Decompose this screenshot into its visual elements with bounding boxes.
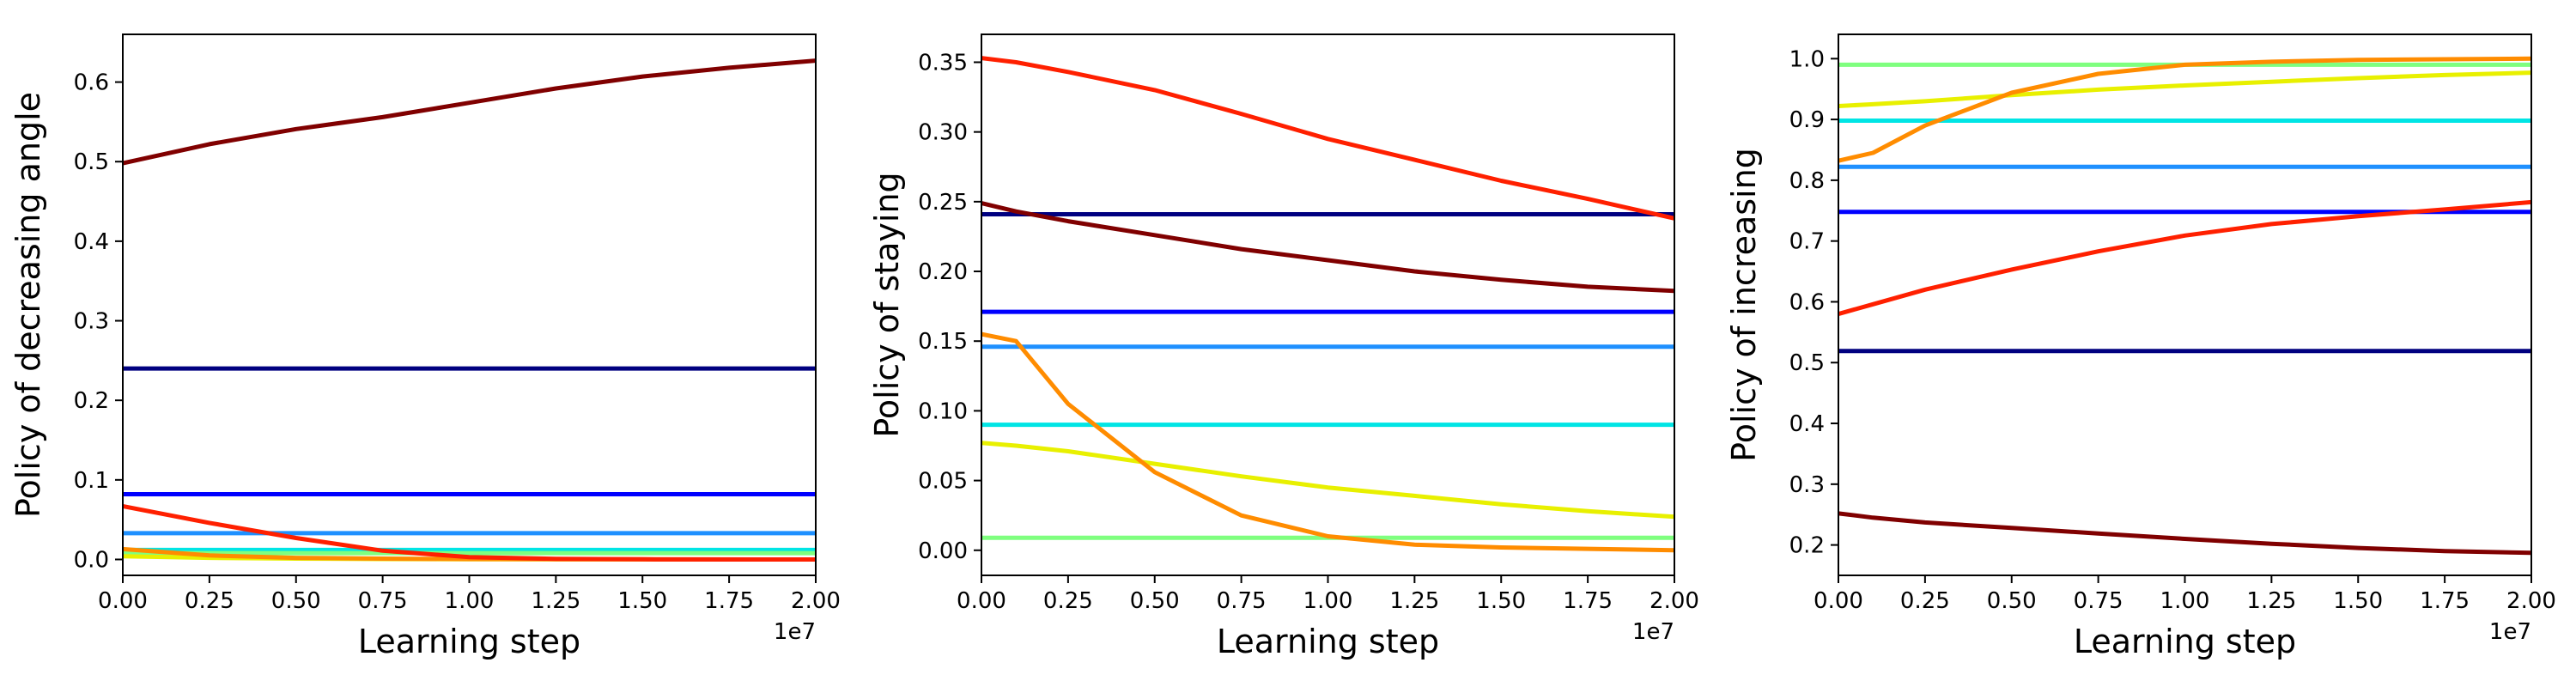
axes-frame xyxy=(981,33,1675,576)
y-tick-label: 0.6 xyxy=(74,70,109,96)
y-tick-label: 0.35 xyxy=(918,50,968,76)
x-tick-label: 1.75 xyxy=(1563,588,1613,614)
chart-panel-increasing: 0.00 0.25 0.50 0.75 1.00 1.25 1.50 1.75 2.00 0.2 0… xyxy=(1725,33,2556,660)
y-axis-title: Policy of staying xyxy=(868,172,906,437)
x-tick-label: 1.75 xyxy=(704,588,754,614)
series-line-7 xyxy=(981,56,1674,221)
series-line-8 xyxy=(123,58,816,166)
y-tick-label: 0.15 xyxy=(918,329,968,355)
x-tick-label: 1.75 xyxy=(2420,588,2470,614)
x-tick-label: 1.25 xyxy=(1389,588,1439,614)
series-group xyxy=(1838,56,2531,556)
y-tick-label: 0.8 xyxy=(1789,168,1825,194)
y-axis-title: Policy of decreasing angle xyxy=(9,92,47,518)
x-tick-label: 0.50 xyxy=(271,588,321,614)
x-tick-label: 1.00 xyxy=(2160,588,2210,614)
x-tick-label: 0.25 xyxy=(1043,588,1093,614)
y-tick-label: 0.5 xyxy=(74,149,109,175)
x-tick-label: 0.00 xyxy=(957,588,1006,614)
y-tick-label: 0.4 xyxy=(1789,411,1825,437)
x-tick-label: 2.00 xyxy=(1649,588,1699,614)
x-axis-title: Learning step xyxy=(358,623,580,660)
x-tick-label: 0.75 xyxy=(358,588,408,614)
x-tick-label: 1.25 xyxy=(531,588,580,614)
y-tick-label: 0.2 xyxy=(74,388,109,414)
series-line-8 xyxy=(1838,511,2531,556)
y-tick-label: 1.0 xyxy=(1789,46,1825,72)
series-line-6 xyxy=(1838,56,2531,163)
y-tick-label: 0.05 xyxy=(918,469,968,495)
y-tick-label: 0.00 xyxy=(918,538,968,564)
chart-panel-staying: 0.00 0.25 0.50 0.75 1.00 1.25 1.50 1.75 2.00 0.00… xyxy=(868,33,1699,660)
x-tick-label: 0.75 xyxy=(1217,588,1267,614)
y-tick-label: 0.5 xyxy=(1789,350,1825,376)
x-axis-title: Learning step xyxy=(2074,623,2296,660)
x-tick-label: 1.25 xyxy=(2246,588,2296,614)
y-tick-label: 0.3 xyxy=(74,309,109,335)
series-line-5 xyxy=(981,441,1674,520)
x-offset-label: 1e7 xyxy=(2489,619,2531,645)
y-tick-label: 0.9 xyxy=(1789,107,1825,133)
series-line-5 xyxy=(1838,70,2531,108)
x-tick-label: 1.00 xyxy=(1303,588,1353,614)
series-line-7 xyxy=(123,503,816,562)
y-tick-label: 0.7 xyxy=(1789,229,1825,255)
x-tick-label: 1.50 xyxy=(617,588,667,614)
series-line-6 xyxy=(981,331,1674,553)
axes-frame xyxy=(1838,33,2532,576)
x-tick-label: 0.25 xyxy=(185,588,234,614)
y-tick-label: 0.3 xyxy=(1789,472,1825,498)
x-offset-label: 1e7 xyxy=(1632,619,1674,645)
x-tick-label: 0.50 xyxy=(1987,588,2037,614)
x-axis-title: Learning step xyxy=(1217,623,1439,660)
y-tick-label: 0.6 xyxy=(1789,289,1825,315)
x-tick-label: 0.75 xyxy=(2074,588,2123,614)
series-group xyxy=(981,56,1674,553)
y-tick-label: 0.1 xyxy=(74,468,109,494)
x-tick-label: 0.25 xyxy=(1900,588,1950,614)
x-tick-label: 1.50 xyxy=(1476,588,1526,614)
y-tick-label: 0.4 xyxy=(74,229,109,255)
y-tick-label: 0.2 xyxy=(1789,533,1825,559)
y-tick-label: 0.0 xyxy=(74,547,109,573)
y-tick-label: 0.30 xyxy=(918,120,968,146)
x-tick-label: 1.00 xyxy=(445,588,495,614)
x-tick-label: 1.50 xyxy=(2333,588,2383,614)
y-tick-label: 0.25 xyxy=(918,190,968,216)
x-tick-label: 2.00 xyxy=(791,588,841,614)
y-axis-title: Policy of increasing xyxy=(1725,148,1763,462)
y-tick-label: 0.20 xyxy=(918,259,968,285)
series-group xyxy=(123,58,816,562)
x-tick-label: 0.00 xyxy=(1814,588,1863,614)
x-tick-label: 0.00 xyxy=(98,588,148,614)
x-offset-label: 1e7 xyxy=(774,619,816,645)
series-line-8 xyxy=(981,201,1674,294)
x-tick-label: 0.50 xyxy=(1130,588,1180,614)
x-tick-label: 2.00 xyxy=(2506,588,2556,614)
y-tick-label: 0.10 xyxy=(918,398,968,424)
chart-panel-decreasing-angle: 0.00 0.25 0.50 0.75 1.00 1.25 1.50 1.75 2.00 0.0 0… xyxy=(9,33,841,660)
series-line-7 xyxy=(1838,199,2531,317)
